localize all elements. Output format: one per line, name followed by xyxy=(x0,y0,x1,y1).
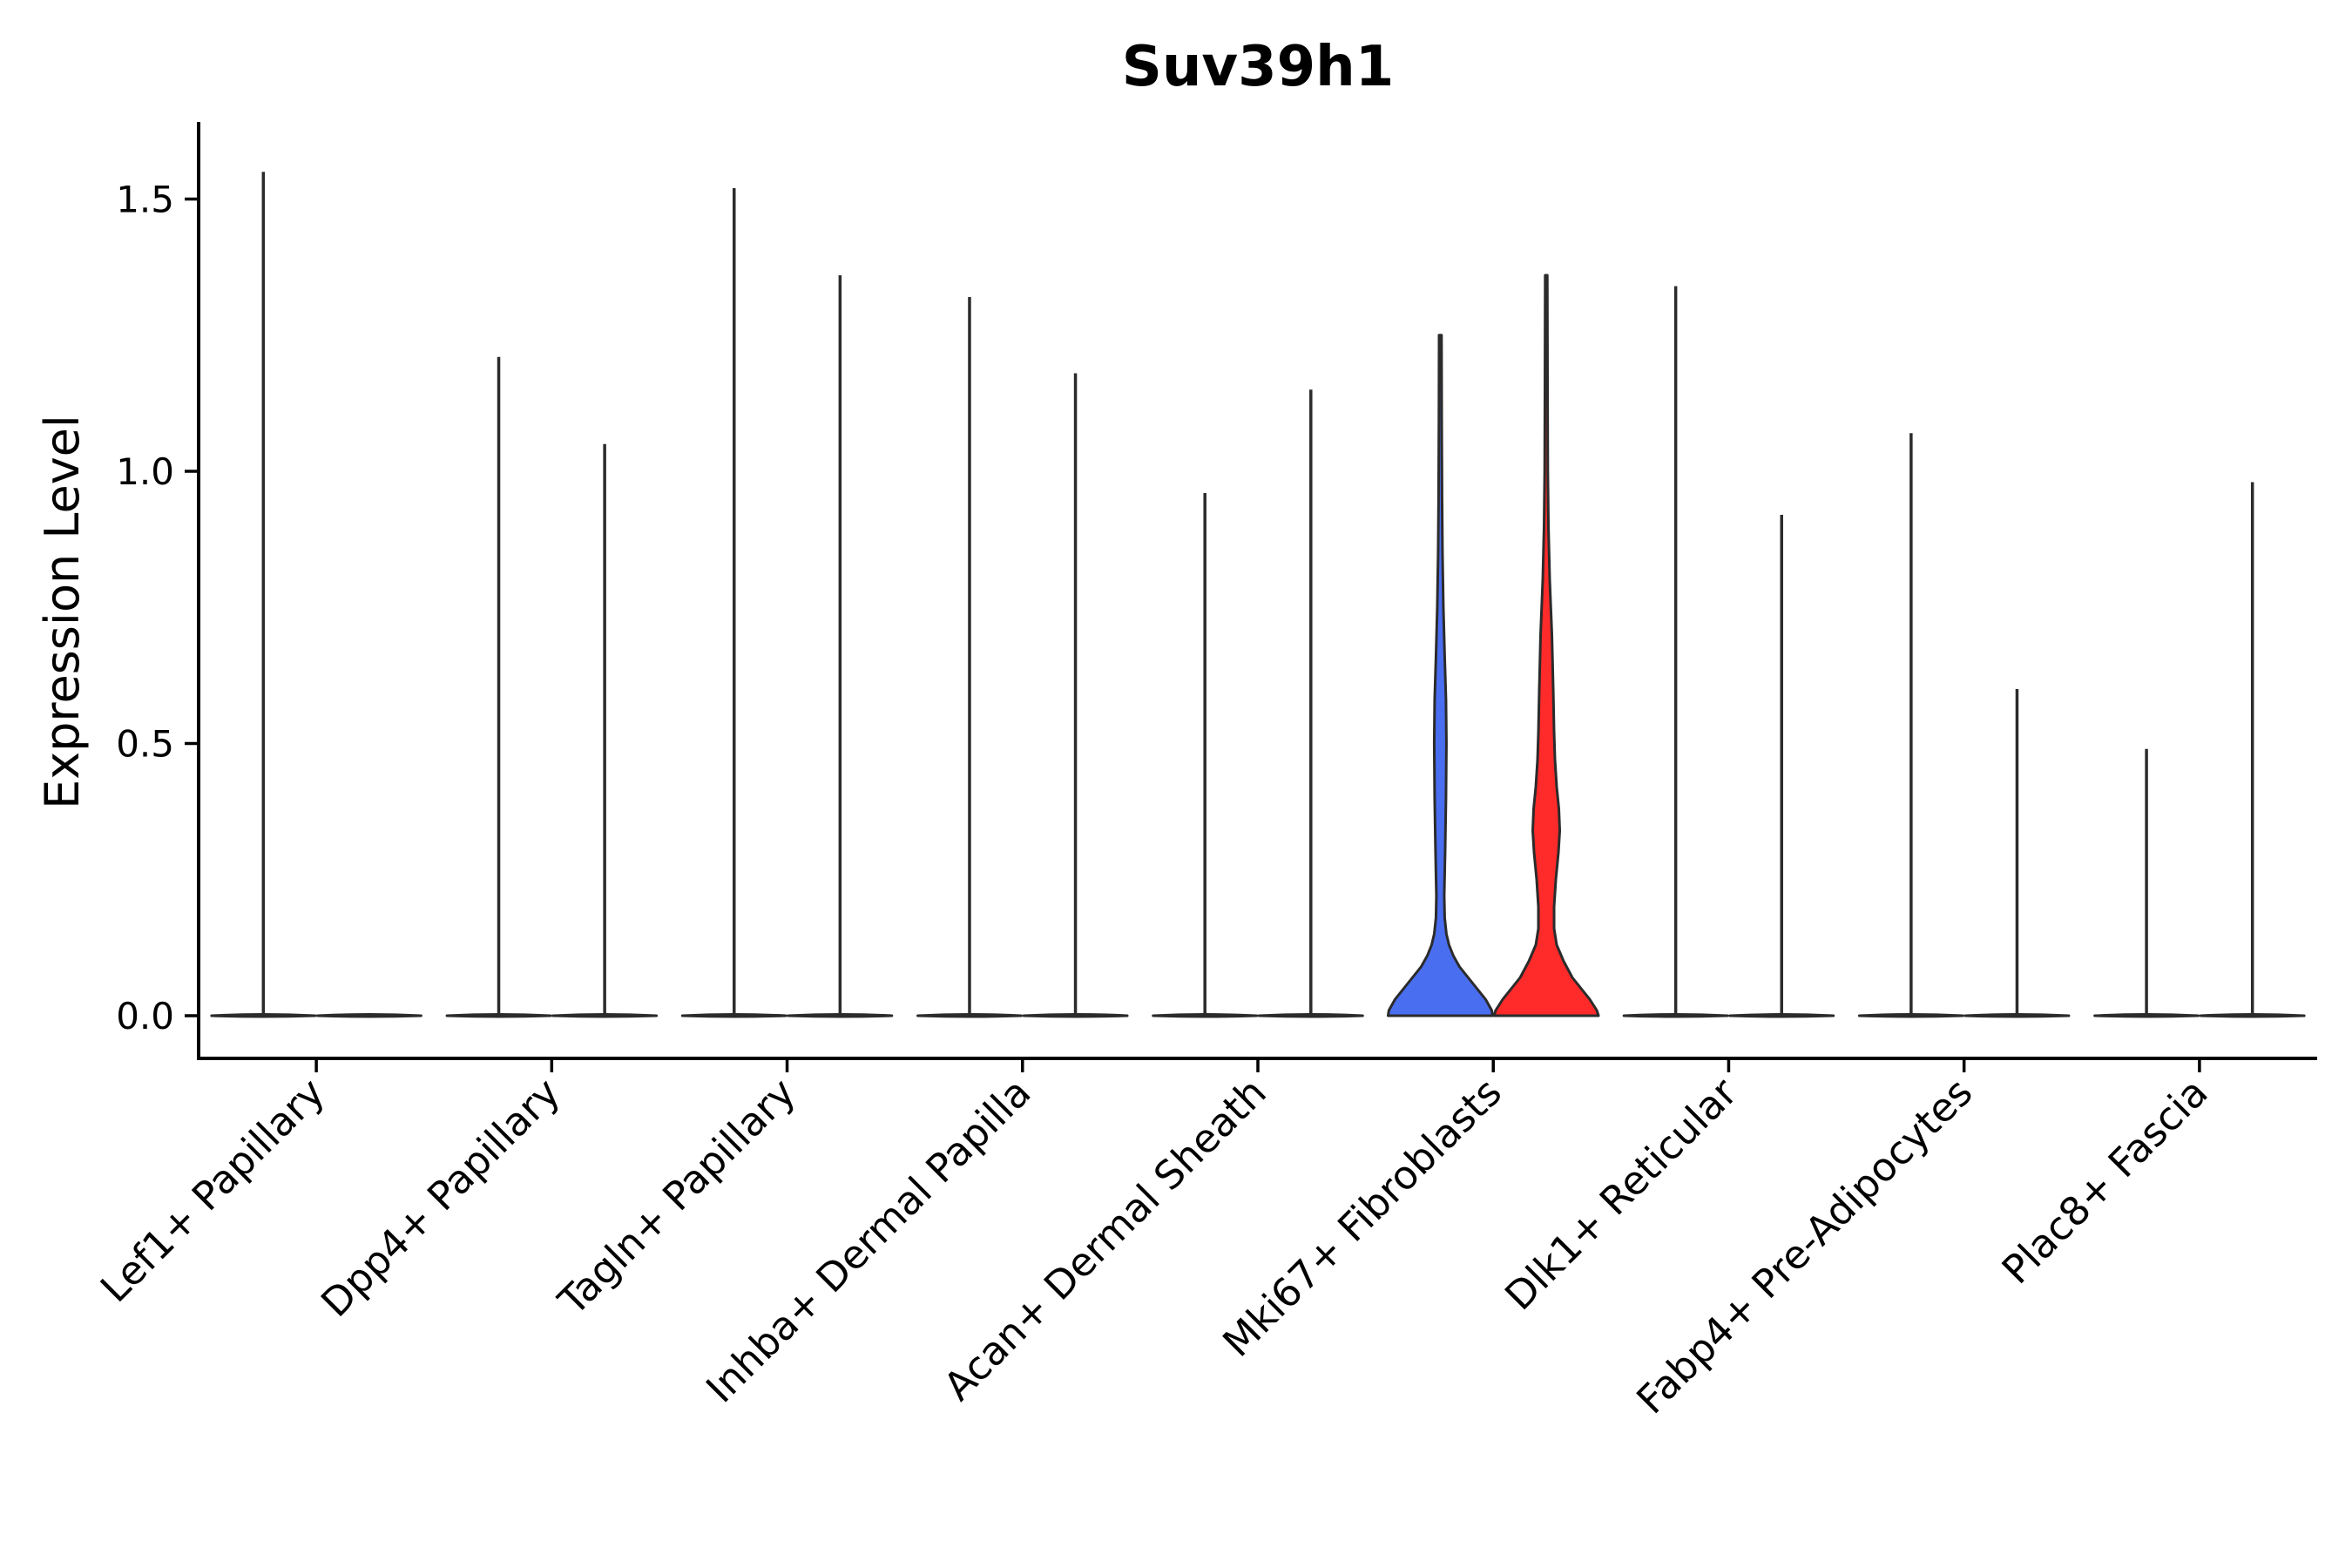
x-tick-label: Dlk1+ Reticular xyxy=(1496,1069,1746,1319)
y-tick-label: 0.0 xyxy=(116,995,174,1037)
plot-marks xyxy=(210,172,2306,1018)
violin-filled-group-2 xyxy=(1492,274,1600,1017)
chart-title: Suv39h1 xyxy=(1122,35,1395,99)
violin-filled-group-1 xyxy=(1386,334,1494,1017)
x-tick-label: Plac8+ Fascia xyxy=(1993,1069,2217,1293)
x-tick-label: Tagln+ Papillary xyxy=(549,1069,804,1324)
violin-group-2 xyxy=(315,1013,422,1018)
x-tick-label: Lef1+ Papillary xyxy=(91,1069,334,1311)
y-tick-label: 1.5 xyxy=(116,179,174,221)
y-tick-label: 0.5 xyxy=(116,723,174,766)
y-tick-label: 1.0 xyxy=(116,450,174,493)
y-axis-label: Expression Level xyxy=(35,415,90,809)
x-tick-label: Dpp4+ Papillary xyxy=(312,1069,569,1326)
y-axis-ticks: 0.0 0.5 1.0 1.5 xyxy=(116,179,199,1037)
